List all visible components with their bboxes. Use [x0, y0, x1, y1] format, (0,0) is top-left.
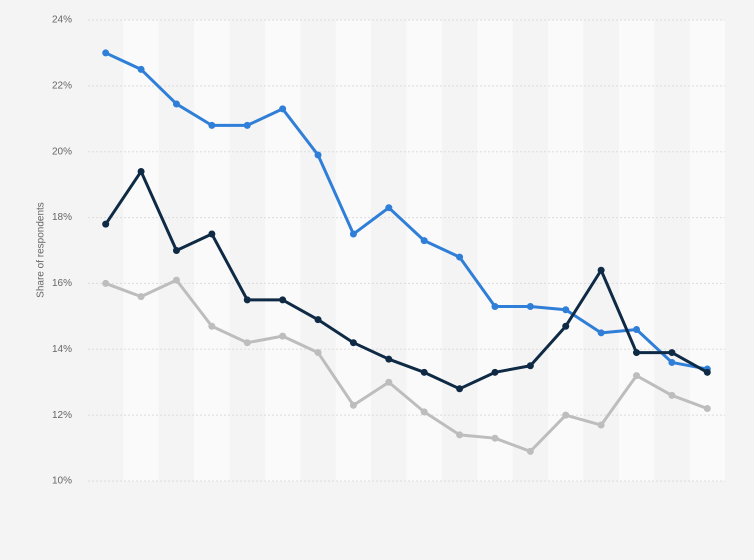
y-tick-label: 14%	[52, 344, 72, 355]
band	[123, 20, 159, 481]
point	[526, 302, 534, 310]
y-tick-label: 16%	[52, 278, 72, 289]
point	[420, 237, 428, 245]
band	[548, 20, 584, 481]
point	[456, 253, 464, 261]
point	[243, 296, 251, 304]
point	[279, 332, 287, 340]
y-tick-label: 22%	[52, 80, 72, 91]
point	[385, 355, 393, 363]
point	[526, 447, 534, 455]
point	[172, 276, 180, 284]
point	[562, 306, 570, 314]
point	[102, 49, 110, 57]
point	[562, 322, 570, 330]
point	[102, 220, 110, 228]
y-tick-label: 24%	[52, 15, 72, 26]
point	[597, 266, 605, 274]
band	[477, 20, 513, 481]
point	[597, 421, 605, 429]
band	[618, 20, 655, 481]
point	[349, 230, 357, 238]
point	[279, 105, 287, 113]
point	[385, 204, 393, 212]
point	[456, 431, 464, 439]
point	[314, 151, 322, 159]
point	[668, 391, 676, 399]
point	[633, 349, 641, 357]
point	[597, 329, 605, 337]
point	[491, 434, 499, 442]
point	[349, 401, 357, 409]
point	[491, 302, 499, 310]
y-tick-label: 12%	[52, 410, 72, 421]
y-tick-label: 18%	[52, 212, 72, 223]
y-tick-label: 10%	[52, 476, 72, 487]
point	[243, 121, 251, 129]
point	[208, 230, 216, 238]
band	[264, 20, 301, 481]
point	[208, 121, 216, 129]
point	[137, 167, 145, 175]
point	[243, 339, 251, 347]
point	[562, 411, 570, 419]
y-tick-label: 20%	[52, 146, 72, 157]
point	[456, 385, 464, 393]
point	[703, 405, 711, 413]
point	[208, 322, 216, 330]
series-line	[105, 51, 708, 371]
band	[406, 20, 442, 481]
point	[172, 247, 180, 254]
y-axis-label: Share of respondents	[36, 202, 47, 298]
point	[491, 368, 499, 376]
band	[194, 20, 230, 481]
point	[137, 65, 145, 73]
point	[668, 349, 676, 357]
point	[314, 349, 322, 357]
series-line	[104, 169, 709, 391]
point	[420, 408, 428, 416]
point	[349, 339, 357, 347]
point	[420, 368, 428, 376]
point	[137, 293, 145, 301]
point	[526, 362, 534, 370]
point	[633, 372, 641, 380]
point	[102, 279, 110, 287]
band	[335, 20, 372, 481]
point	[385, 378, 393, 386]
series-line	[105, 278, 708, 453]
point	[668, 358, 676, 366]
point	[172, 100, 180, 108]
point	[633, 326, 641, 334]
point	[279, 296, 287, 304]
point	[314, 316, 322, 324]
point	[703, 368, 711, 376]
